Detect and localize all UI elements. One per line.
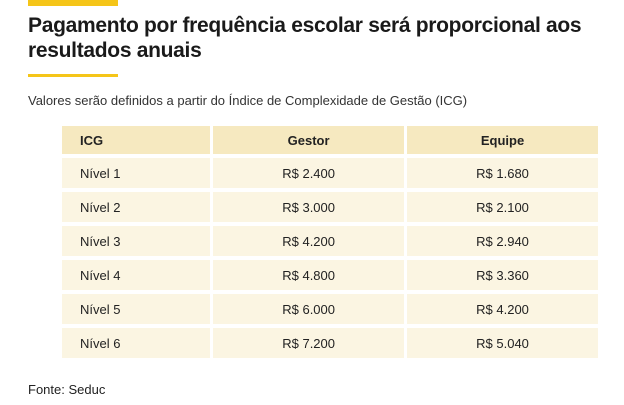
icg-payment-table: ICG Gestor Equipe Nível 1 R$ 2.400 R$ 1.… [59, 122, 601, 362]
cell-level: Nível 2 [62, 192, 211, 222]
cell-level: Nível 3 [62, 226, 211, 256]
table-header-row: ICG Gestor Equipe [62, 126, 598, 154]
title-underline-accent [28, 74, 118, 77]
table-row: Nível 6 R$ 7.200 R$ 5.040 [62, 328, 598, 358]
header-icg: ICG [62, 126, 211, 154]
cell-gestor-value: R$ 2.400 [213, 158, 405, 188]
header-gestor: Gestor [213, 126, 405, 154]
cell-equipe-value: R$ 1.680 [407, 158, 598, 188]
cell-equipe-value: R$ 5.040 [407, 328, 598, 358]
source-credit: Fonte: Seduc [28, 382, 106, 397]
article-subtitle: Valores serão definidos a partir do Índi… [28, 93, 468, 108]
cell-level: Nível 4 [62, 260, 211, 290]
table-row: Nível 3 R$ 4.200 R$ 2.940 [62, 226, 598, 256]
table-row: Nível 1 R$ 2.400 R$ 1.680 [62, 158, 598, 188]
cell-equipe-value: R$ 3.360 [407, 260, 598, 290]
cell-gestor-value: R$ 6.000 [213, 294, 405, 324]
cell-equipe-value: R$ 2.100 [407, 192, 598, 222]
cell-level: Nível 1 [62, 158, 211, 188]
table-row: Nível 5 R$ 6.000 R$ 4.200 [62, 294, 598, 324]
cell-gestor-value: R$ 7.200 [213, 328, 405, 358]
cell-equipe-value: R$ 4.200 [407, 294, 598, 324]
accent-bar-top [28, 0, 118, 6]
article-title: Pagamento por frequência escolar será pr… [28, 14, 582, 62]
cell-equipe-value: R$ 2.940 [407, 226, 598, 256]
table-row: Nível 4 R$ 4.800 R$ 3.360 [62, 260, 598, 290]
cell-gestor-value: R$ 3.000 [213, 192, 405, 222]
cell-gestor-value: R$ 4.800 [213, 260, 405, 290]
header-equipe: Equipe [407, 126, 598, 154]
cell-level: Nível 5 [62, 294, 211, 324]
cell-gestor-value: R$ 4.200 [213, 226, 405, 256]
table-row: Nível 2 R$ 3.000 R$ 2.100 [62, 192, 598, 222]
cell-level: Nível 6 [62, 328, 211, 358]
